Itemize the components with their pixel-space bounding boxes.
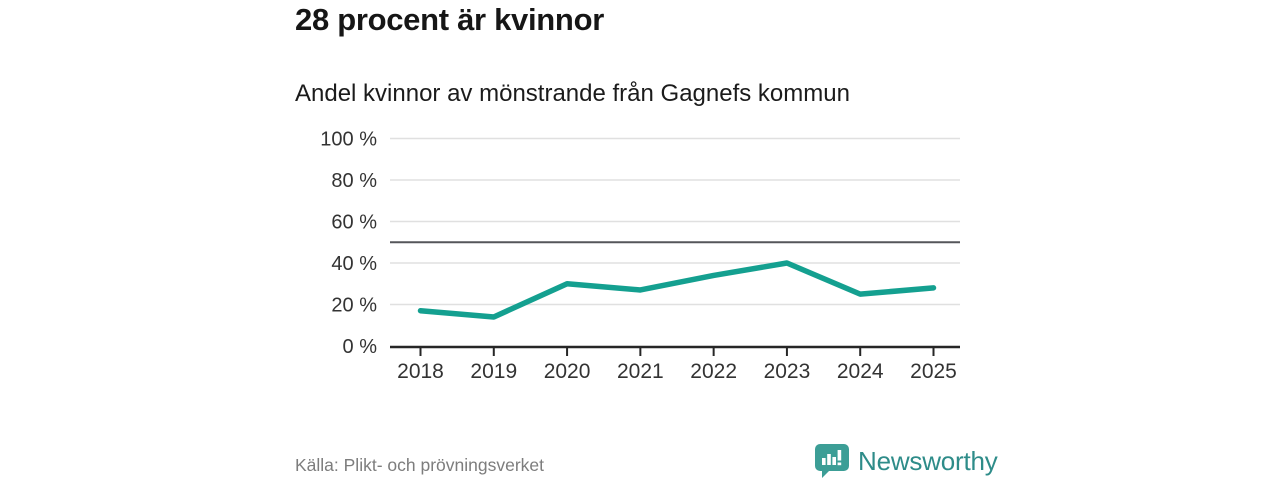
x-tick-label: 2019 [470, 360, 517, 383]
y-tick-label: 80 % [331, 170, 377, 192]
newsworthy-wordmark: Newsworthy [858, 445, 998, 476]
x-tick-label: 2018 [397, 360, 444, 383]
x-tick-label: 2025 [910, 360, 957, 383]
newsworthy-logo: Newsworthy [815, 443, 998, 479]
y-tick-label: 0 % [343, 336, 378, 358]
line-chart-svg: 0 % 20 % 40 % 60 % 80 % 100 % 2018 2019 2020 2021… [320, 129, 960, 383]
chart-subtitle: Andel kvinnor av mönstrande från Gagnefs… [295, 80, 850, 107]
y-tick-label: 60 % [331, 212, 377, 234]
page-title: 28 procent är kvinnor [295, 2, 604, 37]
x-tick-label: 2021 [617, 360, 664, 383]
x-tick-label: 2022 [690, 360, 737, 383]
y-tick-label: 100 % [320, 129, 377, 151]
y-tick-label: 20 % [331, 295, 377, 317]
x-tick-label: 2024 [837, 360, 884, 383]
data-line [417, 260, 937, 320]
newsworthy-badge-icon [815, 443, 850, 479]
x-tick-label: 2020 [544, 360, 591, 383]
line-chart: 0 % 20 % 40 % 60 % 80 % 100 % 2018 2019 2020 2021… [300, 125, 980, 387]
y-tick-label: 40 % [331, 253, 377, 275]
source-text: Källa: Plikt- och prövningsverket [295, 455, 544, 475]
x-tick-label: 2023 [764, 360, 811, 383]
